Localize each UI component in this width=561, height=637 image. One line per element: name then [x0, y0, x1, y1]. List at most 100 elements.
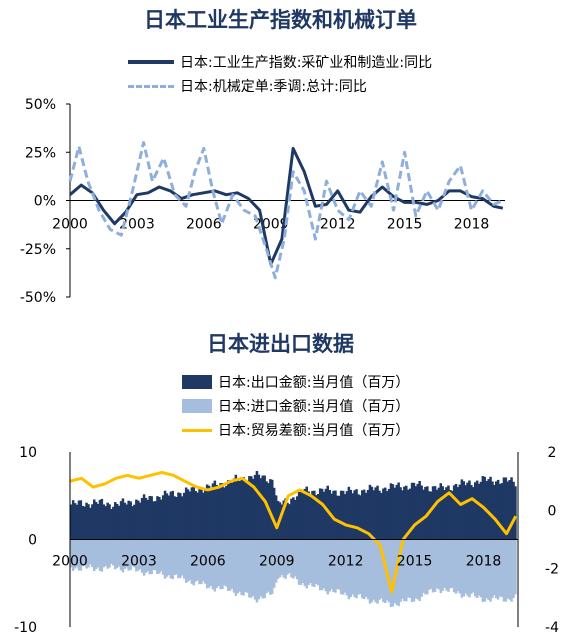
import-bar [433, 539, 437, 592]
export-bar [341, 490, 345, 540]
import-bar [202, 539, 205, 582]
import-bar [489, 539, 492, 602]
import-bar [85, 539, 88, 569]
export-bar [389, 483, 393, 540]
import-bar [255, 539, 259, 603]
export-bar [280, 504, 284, 540]
export-bar [140, 498, 144, 540]
import-bar [362, 539, 366, 600]
legend-label-imports: 日本:进口金额:当月值（百万） [218, 399, 410, 415]
import-bar [125, 539, 129, 568]
export-bar [332, 490, 335, 540]
import-bar [458, 539, 462, 594]
export-bar [152, 501, 155, 540]
import-bar [93, 539, 96, 571]
export-bar [284, 498, 287, 540]
export-bar [311, 490, 314, 540]
import-bar [238, 539, 242, 592]
export-bar [183, 492, 186, 540]
export-bar [135, 499, 138, 540]
import-bar [244, 539, 247, 593]
import-bar [96, 539, 100, 568]
import-bar [156, 539, 159, 575]
export-bar [286, 502, 289, 540]
export-bar [508, 480, 511, 540]
export-bar [347, 486, 351, 540]
import-bar [368, 539, 372, 604]
export-bar [395, 484, 399, 540]
export-bar [318, 488, 322, 540]
import-bar [416, 539, 420, 600]
import-bar [462, 539, 466, 597]
export-bar [303, 488, 307, 540]
import-bar [487, 539, 490, 600]
export-bar [403, 486, 406, 540]
import-bar [219, 539, 222, 590]
chart2-y-left-tick-label: 0 [28, 533, 37, 549]
import-bar [142, 539, 146, 576]
import-bar [251, 539, 255, 597]
export-bar [407, 489, 410, 540]
import-bar [315, 539, 318, 584]
legend-swatch-machinery [128, 84, 174, 88]
export-bar [94, 502, 98, 540]
import-bar [290, 539, 293, 578]
import-bar [364, 539, 368, 597]
import-bar [140, 539, 144, 573]
import-bar [100, 539, 104, 572]
export-bar [324, 488, 328, 540]
import-bar [353, 539, 356, 598]
export-bar [127, 500, 130, 540]
import-bar [70, 539, 73, 568]
export-bar [410, 482, 414, 540]
import-bar [391, 539, 395, 607]
import-bar [397, 539, 400, 607]
import-bar [131, 539, 134, 567]
import-bar [382, 539, 385, 603]
import-bar [359, 539, 362, 594]
chart2-x-tick-label: 2000 [52, 554, 88, 570]
export-bar [399, 487, 402, 540]
legend-label-machinery: 日本:机械定单:季调:总计:同比 [180, 79, 367, 95]
export-bar [506, 481, 510, 540]
export-bar [462, 481, 466, 540]
import-bar [161, 539, 165, 575]
import-bar [322, 539, 326, 589]
export-bar [251, 478, 255, 540]
import-bar [267, 539, 270, 592]
import-bar [121, 539, 125, 573]
import-bar [345, 539, 349, 596]
import-bar [317, 539, 320, 586]
import-bar [336, 539, 339, 590]
export-bar [433, 486, 437, 540]
export-bar [313, 490, 316, 540]
export-bar [158, 497, 161, 540]
export-bar [194, 490, 197, 540]
export-bar [169, 491, 173, 540]
import-bar [79, 539, 83, 571]
chart1-x-tick-label: 2015 [387, 217, 423, 233]
import-bar [447, 539, 450, 592]
series-line-trade-balance [69, 470, 518, 594]
import-bar [357, 539, 360, 595]
export-bar [338, 495, 341, 540]
export-bar [357, 494, 360, 540]
export-bar [355, 489, 358, 540]
import-bar [387, 539, 391, 603]
import-bar [173, 539, 176, 575]
export-bar [489, 476, 492, 540]
import-bar [234, 539, 238, 596]
export-bar [114, 502, 117, 540]
import-bar [200, 539, 203, 585]
import-bar [129, 539, 132, 570]
import-bar [424, 539, 427, 595]
import-bar [514, 539, 517, 595]
import-bar [175, 539, 178, 575]
export-bar [498, 483, 502, 540]
import-bar [441, 539, 444, 591]
import-bar [232, 539, 236, 593]
export-bar [272, 487, 276, 540]
import-bar [326, 539, 330, 595]
export-bar [115, 504, 119, 540]
export-bar [441, 486, 444, 540]
